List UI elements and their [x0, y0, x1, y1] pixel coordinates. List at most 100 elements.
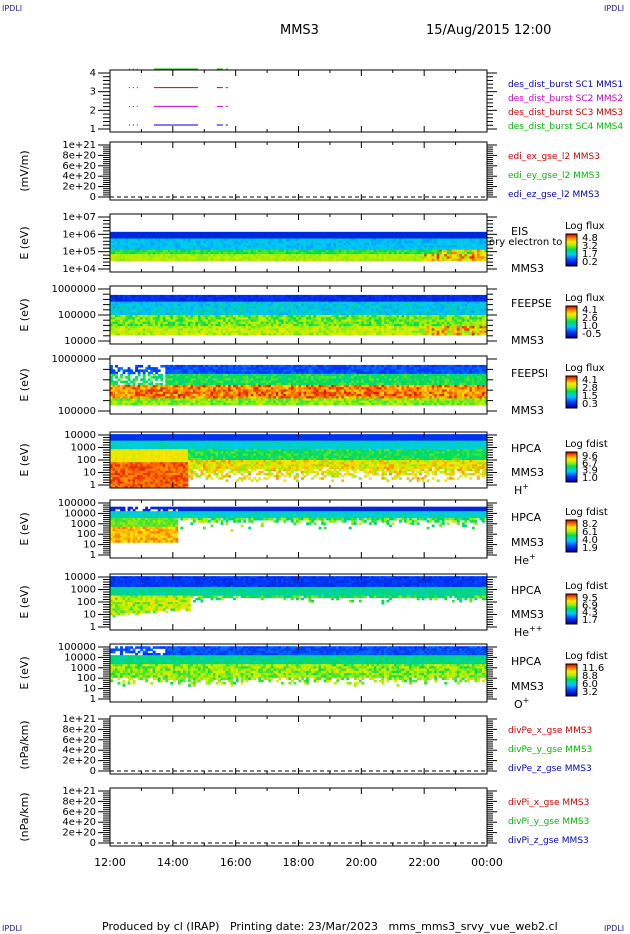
heatmap-cell	[311, 245, 314, 248]
heatmap-cell	[368, 238, 372, 242]
heatmap-cell	[275, 245, 279, 248]
heatmap-cell	[157, 332, 161, 336]
heatmap-cell	[110, 301, 113, 305]
heatmap-cell	[351, 251, 355, 255]
heatmap-cell	[202, 306, 206, 309]
heatmap-cell	[464, 240, 468, 244]
heatmap-cell	[446, 299, 450, 303]
heatmap-cell	[331, 231, 335, 235]
heatmap-cell	[449, 238, 453, 242]
heatmap-cell	[421, 240, 425, 244]
heatmap-cell	[353, 308, 357, 311]
heatmap-cell	[434, 243, 438, 246]
heatmap-cell	[122, 317, 126, 320]
heatmap-cell	[474, 332, 478, 336]
heatmap-cell	[446, 249, 450, 253]
heatmap-cell	[115, 299, 118, 303]
heatmap-cell	[446, 247, 450, 251]
heatmap-cell	[208, 251, 211, 255]
heatmap-cell	[120, 306, 123, 309]
heatmap-cell	[248, 332, 252, 336]
heatmap-cell	[117, 258, 121, 262]
heatmap-cell	[170, 234, 174, 237]
heatmap-cell	[295, 299, 299, 303]
heatmap-cell	[439, 254, 443, 257]
heatmap-cell	[336, 297, 340, 300]
heatmap-cell	[223, 308, 227, 311]
heatmap-cell	[388, 328, 392, 332]
heatmap-cell	[481, 240, 485, 244]
heatmap-cell	[273, 240, 277, 244]
heatmap-cell	[353, 234, 357, 237]
heatmap-cell	[223, 332, 227, 336]
heatmap-cell	[150, 238, 154, 242]
heatmap-cell	[218, 323, 221, 327]
heatmap-cell	[182, 254, 186, 257]
heatmap-cell	[132, 245, 136, 248]
heatmap-cell	[311, 306, 314, 309]
heatmap-cell	[346, 258, 350, 262]
heatmap-cell	[190, 251, 194, 255]
heatmap-cell	[147, 332, 151, 336]
heatmap-cell	[253, 231, 257, 235]
heatmap-cell	[165, 308, 169, 311]
heatmap-cell	[132, 308, 136, 311]
heatmap-cell	[280, 315, 284, 318]
heatmap-cell	[346, 301, 350, 305]
heatmap-cell	[341, 258, 345, 262]
heatmap-cell	[406, 299, 410, 303]
heatmap-cell	[416, 245, 420, 248]
heatmap-cell	[258, 238, 262, 242]
heatmap-cell	[431, 332, 435, 336]
heatmap-cell	[293, 249, 297, 253]
heatmap-cell	[439, 245, 443, 248]
heatmap-cell	[140, 301, 144, 305]
heatmap-cell	[323, 306, 327, 309]
heatmap-cell	[205, 301, 209, 305]
heatmap-cell	[180, 249, 184, 253]
heatmap-cell	[177, 330, 181, 334]
heatmap-cell	[321, 251, 325, 255]
heatmap-cell	[238, 299, 242, 303]
heatmap-cell	[406, 245, 410, 248]
heatmap-cell	[150, 243, 154, 246]
heatmap-cell	[316, 245, 319, 248]
heatmap-cell	[288, 245, 292, 248]
heatmap-cell	[308, 312, 312, 316]
heatmap-cell	[268, 301, 272, 305]
heatmap-cell	[192, 234, 196, 237]
date-time-title: 15/Aug/2015 12:00	[426, 23, 552, 38]
heatmap-cell	[401, 238, 405, 242]
heatmap-cell	[341, 301, 345, 305]
heatmap-cell	[167, 245, 171, 248]
heatmap-cell	[278, 303, 282, 307]
heatmap-cell	[331, 256, 335, 260]
heatmap-cell	[328, 245, 332, 248]
heatmap-cell	[127, 243, 131, 246]
heatmap-cell	[208, 319, 211, 323]
heatmap-cell	[288, 328, 292, 332]
heatmap-cell	[346, 234, 350, 237]
heatmap-cell	[172, 303, 176, 307]
heatmap-cell	[238, 231, 242, 235]
heatmap-cell	[336, 323, 340, 327]
heatmap-cell	[208, 236, 211, 239]
heatmap-cell	[192, 245, 196, 248]
heatmap-cell	[326, 303, 330, 307]
heatmap-cell	[321, 234, 325, 237]
heatmap-cell	[140, 330, 144, 334]
heatmap-cell	[208, 312, 211, 316]
heatmap-cell	[127, 306, 131, 309]
heatmap-cell	[346, 240, 350, 244]
heatmap-cell	[255, 299, 259, 303]
heatmap-cell	[248, 301, 252, 305]
heatmap-cell	[180, 251, 184, 255]
heatmap-cell	[213, 332, 216, 336]
heatmap-cell	[368, 231, 372, 235]
heatmap-cell	[135, 231, 139, 235]
heatmap-cell	[110, 294, 113, 298]
heatmap-cell	[230, 301, 234, 305]
heatmap-cell	[117, 299, 121, 303]
heatmap-cell	[202, 303, 206, 307]
heatmap-cell	[283, 245, 287, 248]
